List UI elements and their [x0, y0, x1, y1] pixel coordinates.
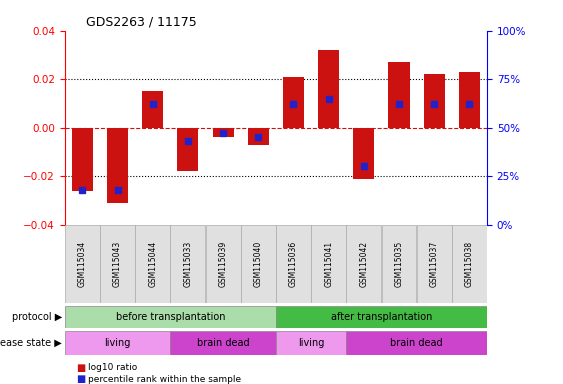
- Bar: [459, 72, 480, 127]
- Text: GSM115039: GSM115039: [218, 241, 227, 287]
- Bar: [318, 50, 339, 127]
- Text: GSM115036: GSM115036: [289, 241, 298, 287]
- Bar: [248, 127, 269, 145]
- Text: GSM115042: GSM115042: [359, 241, 368, 287]
- Text: GSM115035: GSM115035: [395, 241, 404, 287]
- Text: ■: ■: [76, 374, 85, 384]
- Text: brain dead: brain dead: [197, 338, 249, 348]
- Bar: [283, 77, 304, 127]
- Text: GSM115038: GSM115038: [465, 241, 474, 287]
- FancyBboxPatch shape: [346, 225, 381, 303]
- FancyBboxPatch shape: [100, 225, 135, 303]
- FancyBboxPatch shape: [311, 225, 346, 303]
- Text: GSM115043: GSM115043: [113, 241, 122, 287]
- FancyBboxPatch shape: [276, 225, 311, 303]
- Text: after transplantation: after transplantation: [330, 312, 432, 322]
- FancyBboxPatch shape: [452, 225, 487, 303]
- Bar: [388, 62, 410, 127]
- Text: log10 ratio: log10 ratio: [88, 363, 137, 372]
- Text: living: living: [298, 338, 324, 348]
- FancyBboxPatch shape: [241, 225, 276, 303]
- Text: GSM115033: GSM115033: [184, 241, 193, 287]
- Bar: [107, 127, 128, 203]
- Text: protocol ▶: protocol ▶: [12, 312, 62, 322]
- Text: before transplantation: before transplantation: [115, 312, 225, 322]
- Bar: [142, 91, 163, 127]
- Bar: [423, 74, 445, 127]
- FancyBboxPatch shape: [382, 225, 417, 303]
- Text: brain dead: brain dead: [390, 338, 443, 348]
- Bar: [171, 331, 276, 355]
- Text: disease state ▶: disease state ▶: [0, 338, 62, 348]
- FancyBboxPatch shape: [205, 225, 240, 303]
- Text: living: living: [104, 338, 131, 348]
- Bar: [276, 306, 487, 328]
- FancyBboxPatch shape: [65, 225, 100, 303]
- FancyBboxPatch shape: [417, 225, 452, 303]
- Bar: [346, 331, 487, 355]
- Text: GSM115034: GSM115034: [78, 241, 87, 287]
- Bar: [72, 127, 93, 191]
- Text: GSM115037: GSM115037: [430, 241, 439, 287]
- Text: GSM115041: GSM115041: [324, 241, 333, 287]
- Text: GSM115040: GSM115040: [254, 241, 263, 287]
- Bar: [276, 331, 346, 355]
- Text: GSM115044: GSM115044: [148, 241, 157, 287]
- Bar: [213, 127, 234, 137]
- Bar: [354, 127, 374, 179]
- Text: percentile rank within the sample: percentile rank within the sample: [88, 375, 242, 384]
- FancyBboxPatch shape: [171, 225, 205, 303]
- Bar: [177, 127, 199, 171]
- Bar: [65, 306, 276, 328]
- FancyBboxPatch shape: [135, 225, 170, 303]
- Text: GDS2263 / 11175: GDS2263 / 11175: [86, 15, 196, 28]
- Bar: [65, 331, 170, 355]
- Text: ■: ■: [76, 363, 85, 373]
